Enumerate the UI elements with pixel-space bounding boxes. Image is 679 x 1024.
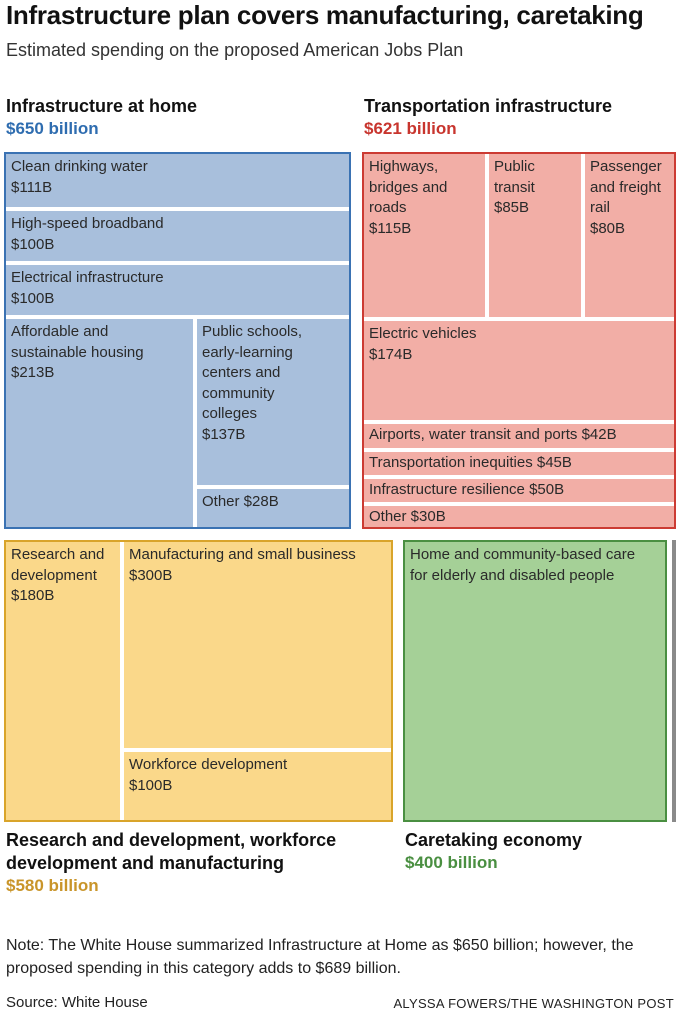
group-total: $621 billion xyxy=(364,119,457,138)
treemap-cell-label: Electric vehicles xyxy=(369,325,477,342)
treemap-cell: Public transit $85B xyxy=(489,154,585,321)
group-header-rd: Research and development, workforce deve… xyxy=(6,829,336,897)
treemap-cell-value: $174B xyxy=(369,345,413,363)
treemap-cell: Highways, bridges and roads $115B xyxy=(364,154,489,321)
treemap-cell-value: $300B xyxy=(129,566,173,584)
treemap-cell: Research and development $180B xyxy=(6,542,124,820)
treemap-cell-label: Highways, bridges and roads xyxy=(369,158,448,216)
treemap-cell-value: $100B xyxy=(11,289,55,307)
treemap-cell-value: $137B xyxy=(202,425,246,443)
treemap-cell-label: Public schools, early-learning centers a… xyxy=(202,323,303,422)
treemap-cell-label: Passenger and freight rail xyxy=(590,158,662,216)
chart-subtitle: Estimated spending on the proposed Ameri… xyxy=(6,40,464,60)
chart-source: Source: White House xyxy=(6,994,148,1011)
treemap-cell: Workforce development $100B xyxy=(124,752,391,820)
treemap-cell-value: $100B xyxy=(129,776,173,794)
group-header-care: Caretaking economy $400 billion xyxy=(405,829,582,874)
treemap-cell-value: $100B xyxy=(11,235,55,253)
group-total: $580 billion xyxy=(6,876,99,895)
group-title: Caretaking economy xyxy=(405,830,583,850)
treemap-group-home: Clean drinking water $111B High-speed broa… xyxy=(4,152,351,529)
treemap-cell: Infrastructure resilience $50B xyxy=(364,479,674,506)
treemap-cell: Electric vehicles $174B xyxy=(364,321,674,424)
treemap-cell-label: Electrical infrastructure xyxy=(11,269,164,286)
treemap-cell-label: Airports, water transit and ports $42B xyxy=(369,426,617,443)
group-title: Research and development, workforce deve… xyxy=(6,830,337,873)
treemap-cell-label: Clean drinking water xyxy=(11,158,148,175)
group-title: Transportation infrastructure xyxy=(364,96,613,116)
treemap-group-rd: Research and development $180B Manufacturi… xyxy=(4,540,393,822)
treemap-cell: Home and community-based care for elderl… xyxy=(405,542,665,820)
treemap-cell-label: Infrastructure resilience $50B xyxy=(369,481,565,498)
treemap-group-transport: Highways, bridges and roads $115B Public t… xyxy=(362,152,676,529)
treemap-cell-value: $213B xyxy=(11,364,55,381)
treemap-cell: High-speed broadband $100B xyxy=(6,211,349,265)
chart-note: Note: The White House summarized Infrast… xyxy=(6,937,634,977)
group-header-home: Infrastructure at home $650 billion xyxy=(6,95,197,140)
treemap-cell-value: $111B xyxy=(11,178,53,196)
treemap-cell: Other $30B xyxy=(364,506,674,527)
treemap-cell: Manufacturing and small business $300B xyxy=(124,542,391,752)
treemap-cell-value: $80B xyxy=(590,219,626,237)
treemap-cell: Public schools, early-learning centers a… xyxy=(197,319,349,489)
treemap-cell: Other $28B xyxy=(197,489,349,527)
chart-credit: ALYSSA FOWERS/THE WASHINGTON POST xyxy=(393,996,674,1011)
group-header-transport: Transportation infrastructure $621 billi… xyxy=(364,95,612,140)
treemap-cell-label: Public transit xyxy=(494,158,535,196)
treemap-cell-label: Transportation inequities $45B xyxy=(369,454,572,471)
treemap-cell-label: Manufacturing and small business xyxy=(129,546,356,563)
treemap-cell-label: Home and community-based care for elderl… xyxy=(410,546,636,584)
treemap-cell-label: Workforce development xyxy=(129,756,288,773)
treemap-cell: Airports, water transit and ports $42B xyxy=(364,424,674,452)
treemap-cell: Passenger and freight rail $80B xyxy=(585,154,674,321)
treemap-cell: Transportation inequities $45B xyxy=(364,452,674,479)
treemap-cell-label: Affordable and sustainable housing xyxy=(11,323,144,361)
treemap-cell: Clean drinking water $111B xyxy=(6,154,349,211)
treemap-cell-value: $85B xyxy=(494,199,530,216)
care-edge-bar xyxy=(672,540,676,822)
treemap-group-care: Home and community-based care for elderl… xyxy=(403,540,667,822)
chart-title: Infrastructure plan covers manufacturing… xyxy=(6,0,644,30)
treemap-cell-value: $115B xyxy=(369,219,412,237)
treemap-cell-label: High-speed broadband xyxy=(11,215,164,232)
treemap-cell: Electrical infrastructure $100B xyxy=(6,265,349,319)
group-total: $650 billion xyxy=(6,119,99,138)
group-title: Infrastructure at home xyxy=(6,96,198,116)
treemap-cell-label: Other $28B xyxy=(202,493,279,510)
treemap-cell: Affordable and sustainable housing $213B xyxy=(6,319,197,527)
treemap-cell-label: Research and development xyxy=(11,546,105,584)
treemap-cell-value: $180B xyxy=(11,587,55,604)
treemap-cell-label: Other $30B xyxy=(369,508,446,525)
group-total: $400 billion xyxy=(405,853,498,872)
